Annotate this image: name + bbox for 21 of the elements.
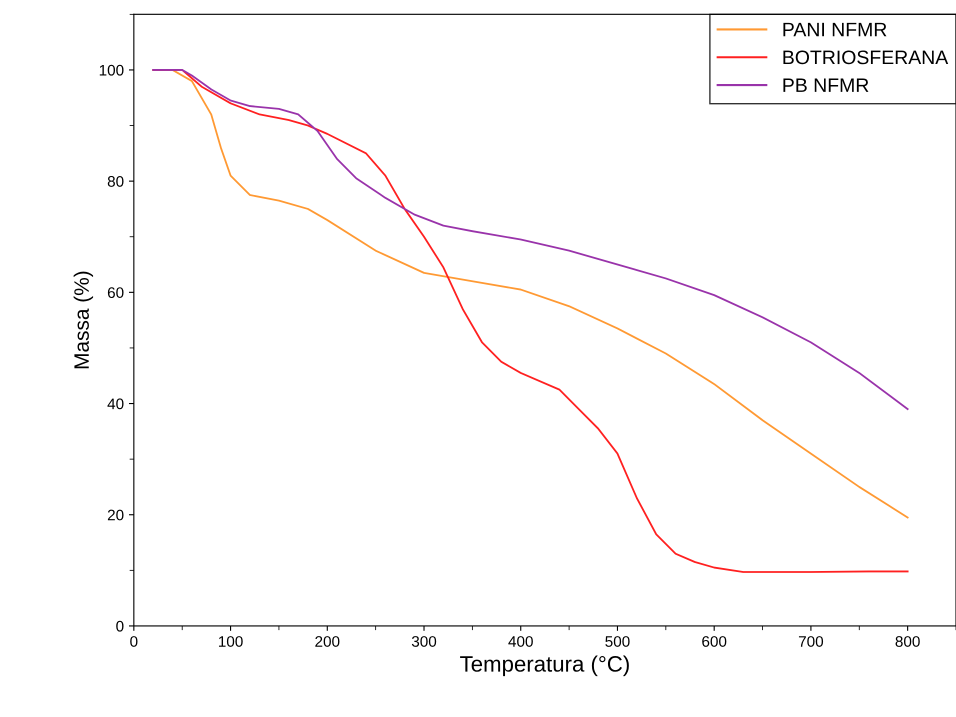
x-axis-title: Temperatura (°C) <box>460 655 629 676</box>
y-axis-title: Massa (%) <box>74 272 94 368</box>
line-series <box>152 69 909 410</box>
x-tick-label: 600 <box>702 636 726 647</box>
legend-label: PB NFMR <box>783 78 868 92</box>
y-tick-label: 40 <box>107 398 124 410</box>
legend-label: BOTRIOSFERANA <box>783 50 948 64</box>
x-tick-label: 400 <box>508 636 533 647</box>
y-tick-label: 0 <box>116 620 124 632</box>
y-tick-label: 60 <box>108 287 124 298</box>
x-tick-label: 800 <box>896 636 920 647</box>
x-tick-label: 300 <box>412 636 436 647</box>
x-tick-label: 100 <box>218 636 243 647</box>
x-tick-label: 500 <box>605 636 630 647</box>
x-tick-label: 0 <box>130 636 138 647</box>
y-tick-label: 100 <box>100 64 124 76</box>
y-tick-label: 80 <box>108 176 124 187</box>
x-tick-label: 700 <box>798 636 824 647</box>
legend-label: PANI NFMR <box>783 22 886 36</box>
x-tick-label: 200 <box>315 636 340 647</box>
y-tick-label: 20 <box>108 510 124 520</box>
